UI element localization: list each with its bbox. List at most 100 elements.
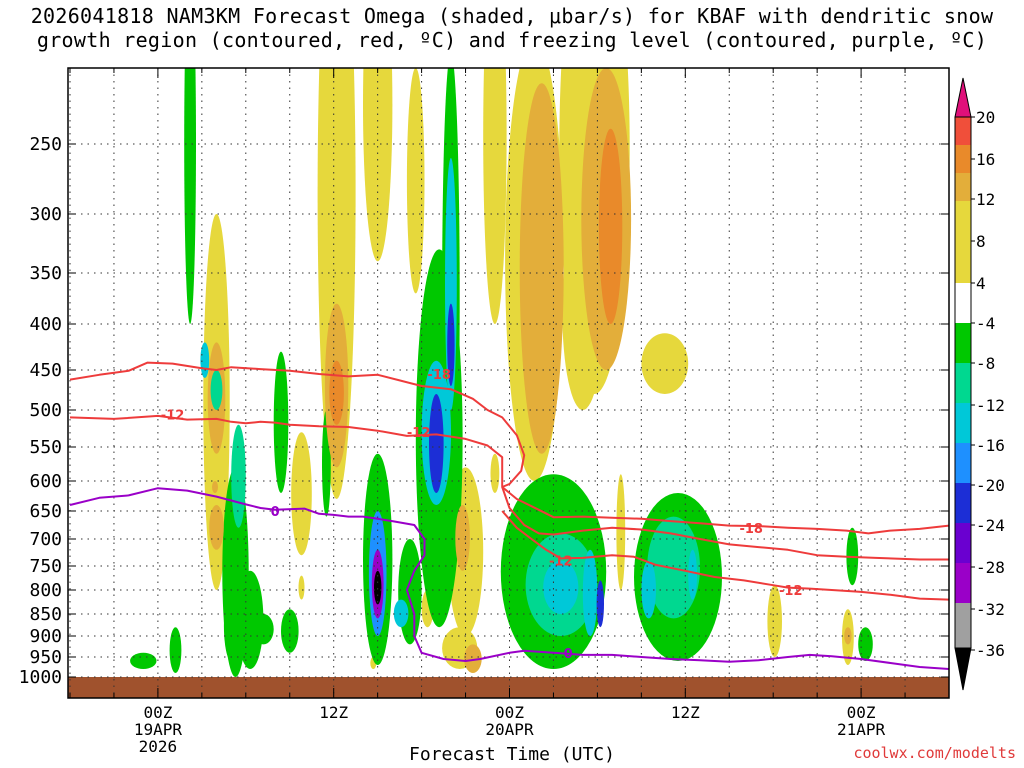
contour-label: -18 bbox=[739, 522, 763, 537]
colorbar-label: -32 bbox=[976, 600, 1005, 619]
contour-label: -12 bbox=[161, 408, 185, 423]
colorbar-segment bbox=[955, 603, 971, 648]
colorbar-label: -12 bbox=[976, 396, 1005, 415]
y-tick-label: 950 bbox=[29, 647, 62, 668]
contour-label: -12 bbox=[779, 584, 803, 599]
colorbar-label: 16 bbox=[976, 150, 995, 169]
omega-cell bbox=[212, 481, 218, 493]
omega-cell bbox=[858, 627, 873, 661]
omega-cell bbox=[329, 360, 344, 425]
y-tick-label: 650 bbox=[29, 501, 62, 522]
contour-label: -12 bbox=[549, 555, 573, 570]
colorbar-label: 4 bbox=[976, 274, 986, 293]
omega-cell bbox=[598, 128, 623, 324]
x-tick-label: 12Z bbox=[319, 703, 348, 722]
omega-cell bbox=[169, 627, 182, 673]
y-tick-label: 900 bbox=[29, 626, 62, 647]
omega-cell bbox=[374, 570, 382, 605]
omega-cell bbox=[130, 652, 157, 670]
colorbar-segment bbox=[955, 483, 971, 523]
omega-cell bbox=[231, 424, 246, 528]
colorbar-segment bbox=[955, 563, 971, 603]
y-tick-label: 400 bbox=[29, 314, 62, 335]
colorbar-label: 20 bbox=[976, 108, 995, 127]
x-tick-label: 2026 bbox=[139, 737, 178, 756]
y-tick-label: 850 bbox=[29, 604, 62, 625]
contour-label: -18 bbox=[427, 368, 451, 383]
contour-minus18_lower bbox=[501, 486, 949, 535]
colorbar-label: 12 bbox=[976, 190, 995, 209]
omega-cell bbox=[298, 575, 305, 600]
colorbar-segment bbox=[955, 443, 971, 483]
omega-cell bbox=[253, 614, 274, 645]
omega-cell bbox=[406, 68, 425, 294]
contour-label: 0 bbox=[564, 647, 573, 662]
omega-cell bbox=[543, 560, 579, 614]
colorbar-label: -28 bbox=[976, 558, 1005, 577]
colorbar-label: -16 bbox=[976, 436, 1005, 455]
chart-title-line-2: growth region (contoured, red, ºC) and f… bbox=[36, 28, 988, 52]
omega-cell bbox=[455, 505, 470, 571]
x-axis-title: Forecast Time (UTC) bbox=[409, 744, 615, 765]
omega-cell bbox=[273, 351, 289, 493]
omega-cell bbox=[464, 644, 482, 673]
colorbar-segment bbox=[955, 363, 971, 403]
colorbar-label: -24 bbox=[976, 516, 1005, 535]
contour-label: 0 bbox=[271, 505, 280, 520]
colorbar-segment bbox=[955, 201, 971, 241]
colorbar-segment bbox=[955, 173, 971, 201]
omega-cell bbox=[429, 394, 444, 493]
credit-text[interactable]: coolwx.com/modelts bbox=[853, 744, 1016, 762]
colorbar-label: -20 bbox=[976, 476, 1005, 495]
omega-cell bbox=[291, 432, 312, 556]
y-tick-label: 300 bbox=[29, 204, 62, 225]
x-tick-label: 19APR bbox=[134, 720, 183, 739]
omega-cell bbox=[483, 68, 507, 324]
colorbar-label: -36 bbox=[976, 641, 1005, 660]
colorbar-label: 8 bbox=[976, 232, 986, 251]
omega-cell bbox=[393, 599, 409, 628]
omega-shading bbox=[68, 68, 949, 698]
y-tick-label: 350 bbox=[29, 263, 62, 284]
omega-cell bbox=[616, 474, 626, 590]
contour-minus12_lower bbox=[501, 510, 949, 601]
y-tick-label: 700 bbox=[29, 529, 62, 550]
omega-cell bbox=[582, 549, 598, 637]
colorbar-segment bbox=[955, 323, 971, 363]
colorbar-segment bbox=[955, 145, 971, 173]
colorbar-label: -8 bbox=[976, 354, 995, 373]
omega-cell bbox=[398, 539, 422, 645]
y-tick-label: 500 bbox=[29, 400, 62, 421]
y-tick-label: 1000 bbox=[19, 667, 62, 688]
omega-cell bbox=[844, 627, 852, 645]
omega-cell bbox=[596, 580, 604, 628]
y-tick-label: 600 bbox=[29, 471, 62, 492]
omega-cell bbox=[531, 144, 555, 378]
colorbar: 20 16 12 8 4 -4 -8 -12 -16 -20 -24 -28 -32 -36 bbox=[954, 77, 1005, 691]
omega-cell bbox=[641, 333, 689, 394]
x-tick-label: 20APR bbox=[485, 720, 534, 739]
y-tick-label: 550 bbox=[29, 437, 62, 458]
omega-cell bbox=[688, 549, 697, 600]
y-tick-label: 250 bbox=[29, 134, 62, 155]
chart-title-line-1: 2026041818 NAM3KM Forecast Omega (shaded… bbox=[30, 4, 994, 28]
omega-cell bbox=[767, 585, 782, 657]
x-tick-label: 12Z bbox=[671, 703, 700, 722]
omega-cell bbox=[641, 560, 656, 619]
x-tick-label: 21APR bbox=[837, 720, 886, 739]
x-tick-label: 00Z bbox=[847, 703, 876, 722]
y-tick-label: 450 bbox=[29, 360, 62, 381]
omega-cell bbox=[363, 68, 393, 262]
contour-freezing_level bbox=[69, 487, 949, 670]
omega-cell bbox=[490, 453, 500, 493]
y-axis: 2503003504004505005506006507007508008509… bbox=[19, 134, 949, 688]
contour-label: -12 bbox=[407, 426, 431, 441]
plot-frame bbox=[67, 67, 950, 699]
y-tick-label: 800 bbox=[29, 580, 62, 601]
grid-lines bbox=[68, 68, 949, 698]
colorbar-label: -4 bbox=[976, 314, 995, 333]
omega-cell bbox=[223, 590, 239, 661]
contour-layer: -18 -12 -12 -12 -18 -12 0 0 bbox=[69, 361, 949, 670]
